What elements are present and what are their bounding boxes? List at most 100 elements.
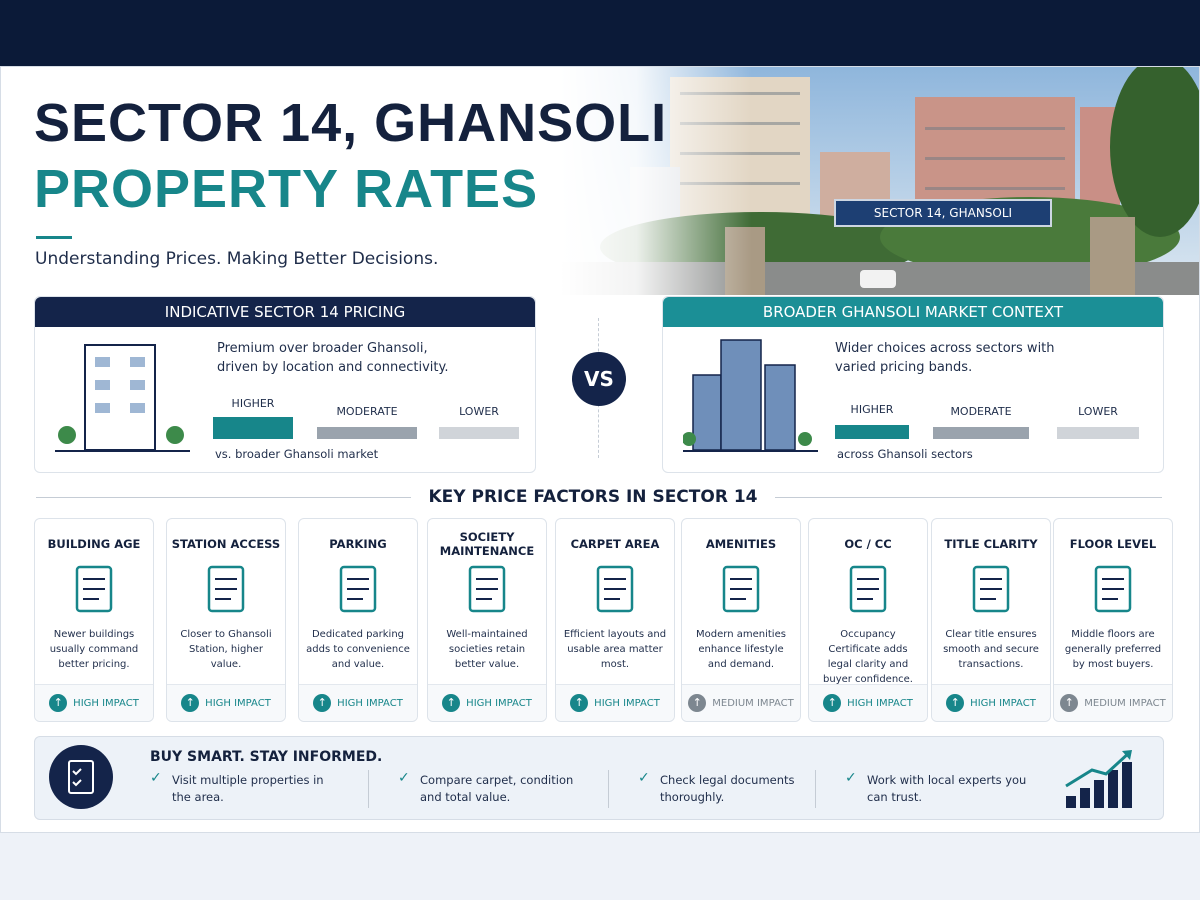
factor-description: Efficient layouts and usable area matter… [563, 629, 667, 670]
level-label: HIGHER [231, 397, 275, 410]
factor-name: OC / CC [844, 537, 892, 551]
footer-title: BUY SMART. STAY INFORMED. [150, 749, 383, 765]
impact-icon: ↑ [313, 694, 332, 712]
title-line2: PROPERTY RATES [34, 159, 539, 219]
factor-icon [339, 565, 377, 613]
factor-icon [596, 565, 634, 613]
factor-icon-box [1054, 559, 1172, 623]
tip-text: Work with local experts you can trust. [867, 773, 1027, 804]
impact-label: MEDIUM IMPACT [1084, 697, 1166, 709]
level-bar [317, 427, 417, 439]
impact-label: HIGH IMPACT [466, 697, 532, 709]
tip-divider [368, 770, 369, 808]
factor-icon [972, 565, 1010, 613]
factor-icon [849, 565, 887, 613]
impact-icon: ↑ [688, 694, 707, 712]
impact: ↑ MEDIUM IMPACT [1054, 684, 1172, 721]
rule [775, 497, 1162, 498]
section-title: KEY PRICE FACTORS IN SECTOR 14 [428, 487, 758, 507]
tip-text: Check legal documents thoroughly. [660, 773, 795, 804]
factor-name: FLOOR LEVEL [1069, 537, 1157, 551]
factor-icon [468, 565, 506, 613]
panel-note: vs. broader Ghansoli market [215, 447, 379, 461]
level-label: LOWER [459, 405, 499, 418]
impact-label: HIGH IMPACT [205, 697, 271, 709]
checklist-icon [49, 745, 113, 809]
check-icon: ✓ [638, 770, 650, 786]
impact: ↑ HIGH IMPACT [932, 684, 1050, 721]
impact: ↑ HIGH IMPACT [809, 684, 927, 721]
factor-icon-box [35, 559, 153, 623]
factor-card: CARPET AREA Efficient layouts and usable … [555, 518, 675, 722]
impact-icon: ↑ [181, 694, 200, 712]
impact: ↑ HIGH IMPACT [556, 684, 674, 721]
factor-description: Well-maintained societies retain better … [446, 629, 528, 670]
check-icon: ✓ [845, 770, 857, 786]
towers-icon [683, 339, 818, 452]
rule [36, 497, 411, 498]
panel-note: across Ghansoli sectors [837, 447, 973, 461]
photo [560, 67, 1199, 295]
accent-rule [36, 236, 72, 239]
panel-title: BROADER GHANSOLI MARKET CONTEXT [663, 297, 1163, 327]
impact: ↑ HIGH IMPACT [167, 684, 285, 721]
factor-icon-box [682, 559, 800, 623]
photo-sign: SECTOR 14, GHANSOLI [834, 199, 1052, 227]
factor-name: BUILDING AGE [47, 537, 141, 551]
tagline: Understanding Prices. Making Better Deci… [35, 249, 439, 269]
factor-icon-box [428, 559, 546, 623]
factor-icon-box [932, 559, 1050, 623]
top-bar [0, 0, 1200, 66]
impact-icon: ↑ [823, 694, 842, 712]
impact: ↑ MEDIUM IMPACT [682, 684, 800, 721]
factor-icon [75, 565, 113, 613]
factor-card: PARKING Dedicated parking adds to conveni… [298, 518, 418, 722]
level-bar [835, 425, 909, 439]
factor-description: Occupancy Certificate adds legal clarity… [823, 629, 913, 685]
impact-icon: ↑ [1060, 694, 1079, 712]
impact-icon: ↑ [49, 694, 68, 712]
factor-card: SOCIETY MAINTENANCE Well-maintained socie… [427, 518, 547, 722]
factor-name: SOCIETY MAINTENANCE [439, 530, 535, 558]
factor-name: PARKING [329, 537, 387, 551]
building-icon [55, 344, 190, 452]
check-icon: ✓ [150, 770, 162, 786]
level-bar [933, 427, 1029, 439]
growth-icon [1065, 750, 1132, 808]
factor-icon-box [556, 559, 674, 623]
impact-label: HIGH IMPACT [337, 697, 403, 709]
panel-title: INDICATIVE SECTOR 14 PRICING [35, 297, 535, 327]
factor-card: BUILDING AGE Newer buildings usually comm… [34, 518, 154, 722]
left-panel: INDICATIVE SECTOR 14 PRICING Premium ove… [34, 296, 536, 473]
right-panel: BROADER GHANSOLI MARKET CONTEXT Wider ch… [662, 296, 1164, 473]
impact-icon: ↑ [442, 694, 461, 712]
factor-card: OC / CC Occupancy Certificate adds legal … [808, 518, 928, 722]
factor-icon [722, 565, 760, 613]
title-line1: SECTOR 14, GHANSOLI [34, 93, 668, 153]
impact-label: HIGH IMPACT [970, 697, 1036, 709]
factor-name: CARPET AREA [570, 537, 660, 551]
impact-icon: ↑ [570, 694, 589, 712]
tip-divider [815, 770, 816, 808]
level-label: MODERATE [950, 405, 1012, 418]
impact-icon: ↑ [946, 694, 965, 712]
tip-divider [608, 770, 609, 808]
factor-description: Clear title ensures smooth and secure tr… [943, 629, 1039, 670]
impact-label: HIGH IMPACT [594, 697, 660, 709]
level-bar [213, 417, 293, 439]
factor-name: TITLE CLARITY [944, 537, 1038, 551]
level-label: MODERATE [336, 405, 398, 418]
panel-description: Wider choices across sectors with varied… [835, 341, 1055, 375]
level-label: HIGHER [850, 403, 894, 416]
factor-card: AMENITIES Modern amenities enhance lifest… [681, 518, 801, 722]
factor-description: Middle floors are generally preferred by… [1064, 629, 1162, 670]
check-icon: ✓ [398, 770, 410, 786]
tip-text: Compare carpet, condition and total valu… [420, 773, 574, 804]
impact-label: MEDIUM IMPACT [712, 697, 794, 709]
factor-description: Dedicated parking adds to convenience an… [306, 629, 410, 670]
factor-card: TITLE CLARITY Clear title ensures smooth … [931, 518, 1051, 722]
factor-icon-box [809, 559, 927, 623]
factor-icon-box [167, 559, 285, 623]
footer-panel [34, 736, 1164, 820]
